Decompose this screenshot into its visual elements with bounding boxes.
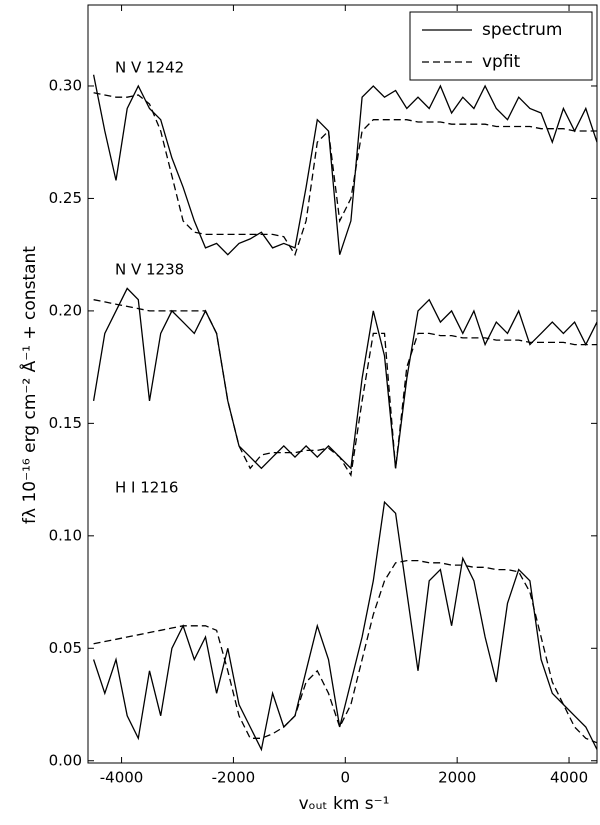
y-axis-label: fλ 10⁻¹⁶ erg cm⁻² Å⁻¹ + constant bbox=[18, 246, 40, 524]
y-tick-label: 0.30 bbox=[49, 76, 82, 94]
spectrum-line bbox=[92, 74, 598, 256]
spectrum-line bbox=[92, 287, 598, 470]
x-tick-label: -2000 bbox=[212, 769, 256, 787]
y-tick-label: 0.20 bbox=[49, 301, 82, 319]
annotation: N V 1238 bbox=[115, 261, 184, 279]
fit-line bbox=[93, 92, 597, 257]
x-tick-label: -4000 bbox=[100, 769, 144, 787]
legend-label: spectrum bbox=[482, 20, 562, 40]
y-tick-label: 0.25 bbox=[49, 189, 82, 207]
y-tick-label: 0.05 bbox=[49, 639, 82, 657]
x-tick-label: 2000 bbox=[438, 769, 476, 787]
fit-line bbox=[93, 559, 598, 744]
legend-box bbox=[409, 11, 593, 81]
spectrum-line bbox=[92, 500, 598, 752]
y-tick-label: 0.10 bbox=[49, 526, 82, 544]
fit-line bbox=[93, 299, 597, 477]
plot-frame bbox=[87, 4, 598, 764]
annotation: H I 1216 bbox=[115, 479, 178, 497]
y-tick-label: 0.00 bbox=[49, 751, 82, 769]
x-axis-label: vₒᵤₜ km s⁻¹ bbox=[299, 794, 390, 814]
x-tick-label: 0 bbox=[341, 769, 351, 787]
legend-label: vpfit bbox=[482, 52, 521, 72]
x-tick-label: 4000 bbox=[550, 769, 588, 787]
y-tick-label: 0.15 bbox=[49, 414, 82, 432]
annotation: N V 1242 bbox=[115, 59, 184, 77]
